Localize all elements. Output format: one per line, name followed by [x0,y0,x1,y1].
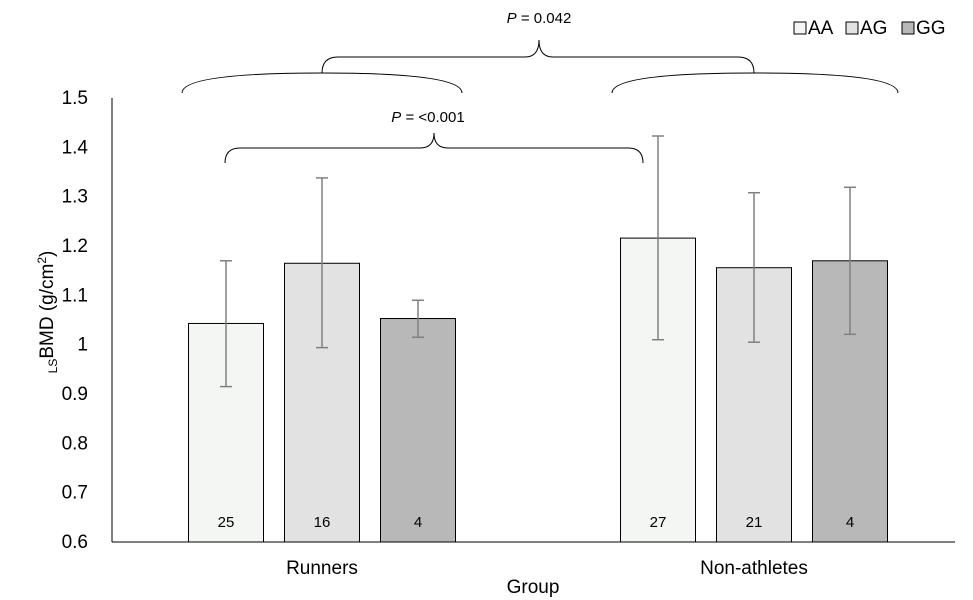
legend-label-aa: AA [808,18,834,39]
count-label: 27 [650,514,667,531]
bar-gg [380,318,456,543]
brace-middle [224,132,644,164]
significance-brackets [181,39,899,164]
y-axis-label-subscript: LS [46,359,60,374]
error-bar [748,191,760,343]
error-bar [412,299,424,339]
annotation-p-group: P = <0.001 [391,109,464,126]
category-labels: Runners Non-athletes [286,558,808,579]
count-label: 21 [746,514,763,531]
error-bars [220,135,856,388]
count-label: 4 [414,514,422,531]
annotation-p-overall-text: = 0.042 [517,10,572,27]
y-tick-label: 1.5 [62,88,88,109]
x-axis-label: Group [507,577,560,598]
brace-top [321,39,755,74]
annotation-p-overall: P = 0.042 [507,10,572,27]
y-axis-label-main: BMD (g/cm [37,264,58,359]
annotation-p-group-text: = <0.001 [401,109,464,126]
y-axis-label-superscript: 2 [35,257,49,264]
legend-swatch-ag [845,21,859,35]
annotation-p-overall-italic: P [507,10,517,27]
category-label: Non-athletes [700,558,808,579]
error-bar [220,260,232,388]
legend: AA AG GG [793,18,946,39]
count-label: 4 [846,514,854,531]
y-tick-label: 0.6 [62,532,88,553]
y-axis-label-close: ) [37,251,58,257]
legend-label-ag: AG [860,18,887,39]
brace-nonathletes [611,72,899,94]
category-label: Runners [286,558,358,579]
error-bar [316,177,328,349]
y-tick-label: 0.8 [62,433,88,454]
y-tick-labels: 0.6 0.7 0.8 0.9 1 1.1 1.2 1.3 1.4 1.5 [62,88,89,553]
y-tick-label: 0.9 [62,384,88,405]
y-tick-label: 0.7 [62,483,88,504]
legend-swatch-gg [901,21,915,35]
y-axis-label: LSBMD (g/cm2) [35,251,60,374]
y-tick-label: 1.2 [62,236,88,257]
annotation-p-group-italic: P [391,109,401,126]
error-bar [844,186,856,336]
legend-swatch-aa [793,21,807,35]
count-labels: 25 27 16 21 4 4 [218,514,855,531]
legend-label-gg: GG [916,18,946,39]
count-label: 16 [314,514,331,531]
y-tick-label: 1 [77,335,88,356]
y-tick-label: 1.1 [62,285,88,306]
bars [188,237,888,543]
count-label: 25 [218,514,235,531]
y-tick-label: 1.3 [62,187,88,208]
brace-runners [181,72,463,94]
y-tick-label: 1.4 [62,137,89,158]
error-bar [652,135,664,341]
